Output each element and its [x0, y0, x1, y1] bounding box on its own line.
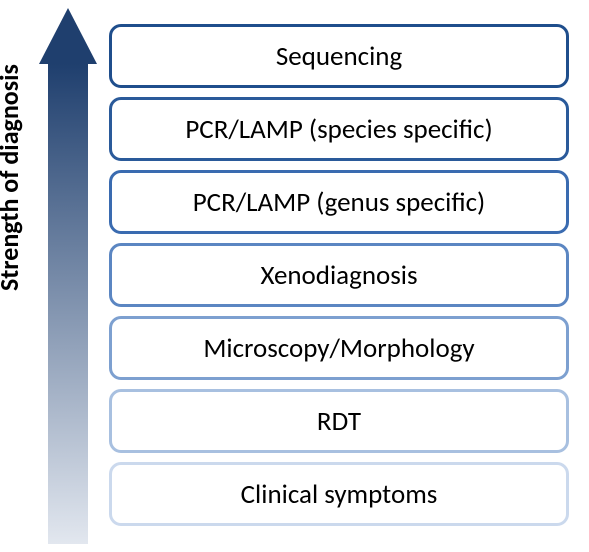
- strength-arrow: [38, 8, 97, 544]
- arrow-body: [48, 64, 88, 544]
- method-label: Microscopy/Morphology: [203, 332, 474, 365]
- method-box-pcr-species: PCR/LAMP (species specific): [109, 97, 569, 161]
- diagram-container: Strength of diagnosis Sequencing PCR/LAM…: [0, 0, 589, 552]
- method-label: Sequencing: [276, 40, 402, 73]
- method-box-sequencing: Sequencing: [109, 24, 569, 88]
- method-box-rdt: RDT: [109, 389, 569, 453]
- method-box-pcr-genus: PCR/LAMP (genus specific): [109, 170, 569, 234]
- method-label: PCR/LAMP (species specific): [185, 113, 492, 146]
- arrow-head-icon: [39, 8, 97, 64]
- method-box-xenodiagnosis: Xenodiagnosis: [109, 243, 569, 307]
- method-box-microscopy: Microscopy/Morphology: [109, 316, 569, 380]
- axis-label: Strength of diagnosis: [0, 64, 25, 291]
- method-label: PCR/LAMP (genus specific): [193, 186, 486, 219]
- method-label: Clinical symptoms: [241, 478, 438, 511]
- method-label: Xenodiagnosis: [260, 259, 417, 292]
- method-boxes: Sequencing PCR/LAMP (species specific) P…: [109, 24, 569, 526]
- method-label: RDT: [317, 405, 361, 438]
- method-box-clinical: Clinical symptoms: [109, 462, 569, 526]
